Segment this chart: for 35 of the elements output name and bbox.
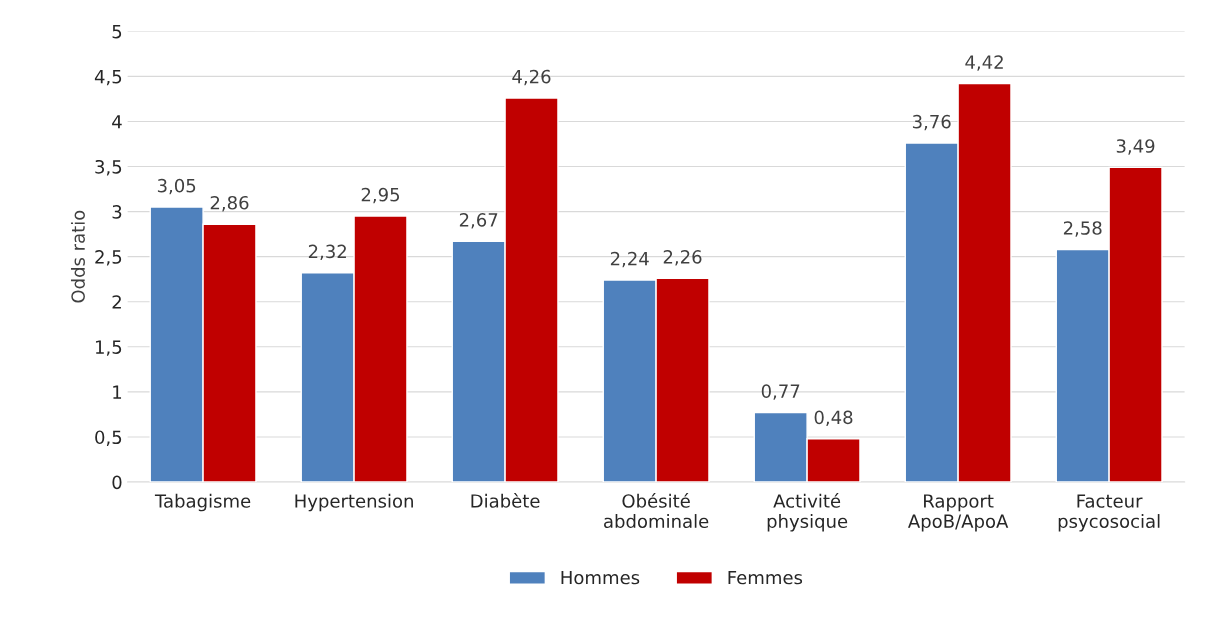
data-label: 2,58 xyxy=(1063,221,1102,237)
data-label: 3,76 xyxy=(912,114,951,131)
data-label: 2,24 xyxy=(610,251,649,268)
y-tick-label: 0,5 xyxy=(95,430,122,446)
x-tick-label: Rapport ApoB/ApoA xyxy=(907,494,1009,532)
y-tick-label: 0 xyxy=(112,475,122,490)
data-label: 2,86 xyxy=(210,195,249,212)
data-label: 2,26 xyxy=(663,250,702,266)
y-tick-label: 4,5 xyxy=(94,70,122,86)
data-label: 0,77 xyxy=(761,384,800,400)
x-tick-label: Hypertension xyxy=(295,493,413,512)
data-label: 3,05 xyxy=(157,178,196,195)
data-label: 2,32 xyxy=(308,244,346,261)
x-tick-label: Obésité abdominale xyxy=(604,493,709,529)
y-tick-label: 5 xyxy=(112,25,122,39)
y-tick-label: 2 xyxy=(112,295,121,309)
data-label: 4,26 xyxy=(512,69,551,86)
y-tick-label: 4 xyxy=(112,115,122,129)
y-tick-label: 2,5 xyxy=(95,250,122,266)
x-tick-label: Facteur psycosocial xyxy=(1058,494,1160,532)
y-tick-label: 3,5 xyxy=(95,159,122,176)
x-tick-label: Activité physique xyxy=(767,493,848,532)
legend-label: Femmes xyxy=(728,570,803,585)
data-label: 3,49 xyxy=(1116,139,1155,155)
legend-label: Hommes xyxy=(561,570,640,585)
data-label: 2,95 xyxy=(361,187,400,204)
data-label: 0,48 xyxy=(814,410,853,426)
data-label: 2,67 xyxy=(459,213,498,229)
x-tick-label: Diabète xyxy=(471,493,540,508)
y-axis-title: Odds ratio xyxy=(70,210,85,303)
y-tick-label: 3 xyxy=(112,205,122,219)
y-tick-label: 1,5 xyxy=(95,340,122,356)
data-label: 4,42 xyxy=(965,55,1003,71)
x-tick-label: Tabagisme xyxy=(154,493,251,512)
y-tick-label: 1 xyxy=(113,385,122,399)
